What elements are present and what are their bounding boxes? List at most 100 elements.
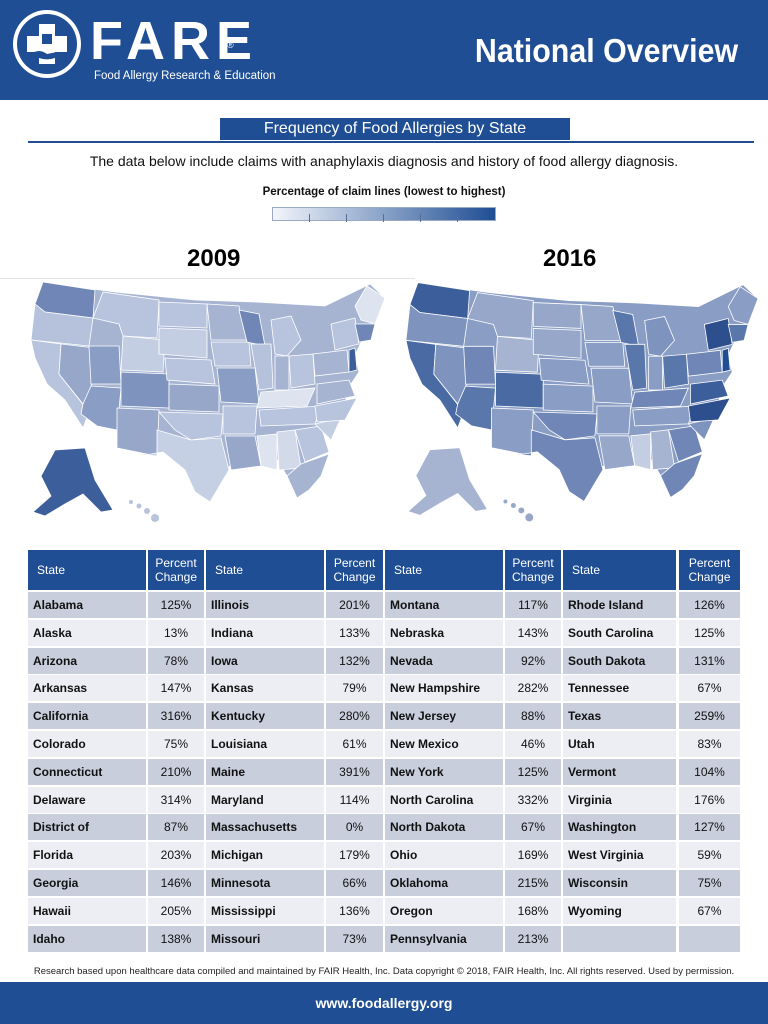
header-banner: FARE ® Food Allergy Research & Education… [0, 0, 768, 100]
region-utah [88, 345, 122, 385]
registered-mark: ® [227, 40, 234, 50]
region-new-jersey [348, 347, 358, 373]
region-texas [144, 429, 230, 503]
intro-text: The data below include claims with anaph… [89, 153, 679, 169]
table-cell-state: Illinois [206, 592, 324, 618]
table-cell-state: Washington [563, 814, 676, 841]
table-cell-state: North Carolina [385, 786, 503, 813]
legend-tick [346, 214, 347, 222]
table-cell-percent: 133% [326, 619, 383, 646]
region-florida [286, 453, 330, 499]
table-cell-state: Vermont [563, 758, 676, 785]
col-header-state: State [563, 550, 676, 590]
table-cell-percent: 117% [505, 592, 561, 618]
table-cell-state: New Mexico [385, 731, 503, 757]
region-missouri [216, 367, 260, 405]
section-divider [28, 141, 754, 143]
region-north-dakota [158, 301, 208, 329]
region-hawaii [129, 500, 159, 522]
table-cell-state: District of Columbia [28, 814, 146, 860]
table-cell-state: Massachusetts [206, 814, 324, 841]
table-cell-percent: 143% [505, 619, 561, 646]
logo-emblem [17, 14, 77, 74]
table-cell-percent: 46% [505, 731, 561, 757]
table-cell-percent: 92% [505, 647, 561, 674]
section-title: Frequency of Food Allergies by State [220, 118, 570, 140]
table-cell-state: Delaware [28, 786, 146, 813]
region-illinois [250, 343, 274, 391]
table-cell-state: Georgia [28, 870, 146, 896]
table-cell-state: Iowa [206, 647, 324, 674]
legend-gradient-bar [272, 207, 496, 221]
table-cell-state [563, 925, 676, 952]
region-wyoming [120, 335, 166, 373]
region-south-dakota [158, 327, 208, 359]
col-header-state: State [385, 550, 503, 590]
table-cell-state: New Hampshire [385, 675, 503, 702]
table-cell-percent: 259% [679, 703, 740, 730]
region-tennessee [258, 405, 322, 427]
region-ohio [288, 353, 316, 389]
table-cell-percent: 87% [148, 814, 204, 841]
table-cell-percent: 136% [326, 897, 383, 924]
table-cell-state: Arizona [28, 647, 146, 674]
table-cell-state: Montana [385, 592, 503, 618]
table-cell-percent: 75% [148, 731, 204, 757]
region-mississippi [256, 433, 278, 471]
table-cell-state: Minnesota [206, 870, 324, 896]
table-cell-percent: 201% [326, 592, 383, 618]
table-cell-state: Utah [563, 731, 676, 757]
fare-logo[interactable] [13, 10, 81, 78]
table-cell-state: Maine [206, 758, 324, 785]
header-line: Percent [512, 556, 554, 570]
region-iowa [210, 341, 252, 367]
region-oregon [30, 303, 94, 347]
table-cell-state: Alabama [28, 592, 146, 618]
table-cell-percent: 147% [148, 675, 204, 702]
table-cell-state: Indiana [206, 619, 324, 646]
website-link[interactable]: www.foodallergy.org [315, 995, 453, 1011]
region-new-mexico [116, 407, 160, 457]
legend-tick [383, 214, 384, 222]
col-header-percent-change: Percent Change [148, 550, 204, 590]
region-new-england [354, 323, 376, 343]
table-cell-percent: 67% [679, 897, 740, 924]
col-header-percent-change: Percent Change [326, 550, 383, 590]
header-line: Change [511, 570, 555, 584]
table-cell-state: Louisiana [206, 731, 324, 757]
table-cell-percent: 391% [326, 758, 383, 785]
table-cell-state: Mississippi [206, 897, 324, 924]
table-cell-percent: 125% [679, 619, 740, 646]
year-label-left: 2009 [187, 245, 241, 272]
table-cell-state: Alaska [28, 619, 146, 646]
logo-wordmark: FARE [90, 11, 259, 71]
table-cell-state: Kansas [206, 675, 324, 702]
table-cell-percent: 280% [326, 703, 383, 730]
table-cell-percent: 67% [679, 675, 740, 702]
table-cell-state: Nevada [385, 647, 503, 674]
table-cell-state: Kentucky [206, 703, 324, 730]
footer-banner: www.foodallergy.org [0, 982, 768, 1024]
footnote: Research based upon healthcare data comp… [33, 966, 735, 977]
table-cell-state: Idaho [28, 925, 146, 952]
region-michigan [270, 315, 302, 357]
header-line: Percent [333, 556, 376, 570]
table-cell-percent: 282% [505, 675, 561, 702]
table-cell-state: Ohio [385, 842, 503, 869]
table-cell-state: Michigan [206, 842, 324, 869]
region-georgia [294, 425, 330, 463]
table-cell-percent: 205% [148, 897, 204, 924]
table-cell-percent: 169% [505, 842, 561, 869]
year-divider [0, 278, 415, 279]
table-cell-percent: 79% [326, 675, 383, 702]
cross-hand-icon [27, 24, 67, 64]
region-virginia [316, 379, 356, 405]
table-cell-percent: 88% [505, 703, 561, 730]
legend-label: Percentage of claim lines (lowest to hig… [262, 186, 506, 198]
table-cell-percent: 66% [326, 870, 383, 896]
table-cell-state: Missouri [206, 925, 324, 952]
table-cell-state: South Dakota [563, 647, 676, 674]
table-cell-percent: 125% [505, 758, 561, 785]
region-alaska [32, 447, 114, 517]
table-cell-state: Florida [28, 842, 146, 869]
